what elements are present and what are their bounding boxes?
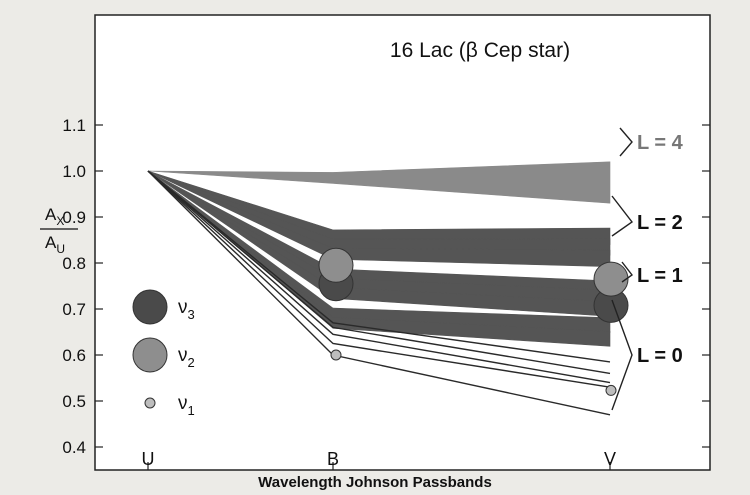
x-tick-label: B (327, 449, 339, 469)
model-line (147, 170, 611, 375)
legend-marker (132, 289, 168, 325)
group-brace (621, 261, 634, 283)
model-line (147, 170, 611, 363)
group-labels: L = 4 L = 2 L = 1 L = 0 (611, 127, 684, 411)
model-line (147, 170, 611, 384)
legend-label: ν2 (178, 345, 195, 370)
plot-frame (94, 14, 711, 471)
y-axis-label: AX AU (40, 205, 78, 256)
y-label-denominator: AU (45, 233, 65, 256)
observed-point (605, 384, 617, 396)
y-tick-label: 0.5 (62, 392, 86, 411)
group-label: L = 1 (637, 265, 683, 287)
legend-label: ν3 (178, 297, 195, 322)
observed-point (330, 349, 342, 361)
group-brace (619, 127, 633, 157)
group-brace (611, 195, 634, 237)
model-band (147, 170, 611, 267)
x-tick-label: V (604, 449, 616, 469)
observed-point (318, 247, 354, 283)
observed-point (593, 261, 629, 297)
x-tick-label: U (142, 449, 155, 469)
plot-bands (147, 161, 611, 347)
legend-marker (144, 397, 156, 409)
legend-marker (132, 337, 168, 373)
y-tick-label: 0.6 (62, 346, 86, 365)
y-tick-label: 1.1 (62, 116, 86, 135)
group-label: L = 0 (637, 345, 683, 367)
legend-label: ν1 (178, 393, 195, 418)
y-tick-label: 0.4 (62, 438, 86, 457)
model-band (147, 161, 611, 204)
plot-points (318, 247, 629, 396)
group-label: L = 4 (637, 132, 684, 154)
x-axis-label: Wavelength Johnson Passbands (258, 474, 492, 491)
group-label: L = 2 (637, 212, 683, 234)
legend: ν3 ν2 ν1 (132, 289, 195, 418)
chart-title: 16 Lac (β Cep star) (390, 39, 570, 62)
y-tick-label: 1.0 (62, 162, 86, 181)
axes: 0.4 0.5 0.6 0.7 0.8 0.9 1.0 1.1 U B V (62, 116, 710, 470)
y-tick-label: 0.8 (62, 254, 86, 273)
group-brace (611, 299, 633, 411)
y-tick-label: 0.9 (62, 208, 86, 227)
model-line (147, 170, 611, 388)
y-label-numerator: AX (45, 205, 64, 228)
y-tick-label: 0.7 (62, 300, 86, 319)
